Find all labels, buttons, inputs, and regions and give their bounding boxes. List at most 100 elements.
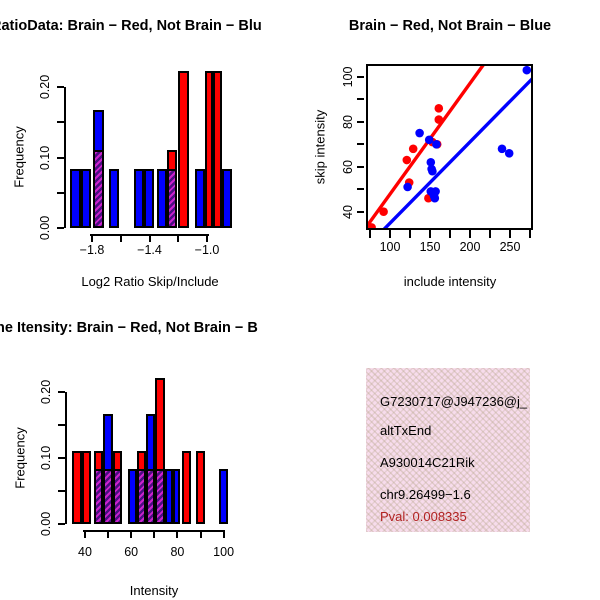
- hist-ratio-xlabel: Log2 Ratio Skip/Include: [81, 274, 219, 289]
- hist_intensity-x-tick: [176, 530, 179, 538]
- hist_ratio-x-tick: [148, 234, 151, 242]
- scatter-point-red: [379, 207, 388, 216]
- hist_ratio-x-tick: [119, 234, 122, 242]
- hist_ratio-y-tick-label: 0.00: [38, 215, 52, 241]
- hist_ratio-bar-blue: [143, 169, 154, 228]
- hist_ratio-y-axis: [64, 87, 66, 228]
- panel-hist-ratio: RatioData: Brain − Red, Not Brain − Blu …: [0, 0, 300, 300]
- scatter-y-tick-label: 60: [341, 159, 355, 174]
- hist_intensity-bar-blue: [218, 469, 229, 524]
- scatter-y-tick: [357, 143, 364, 146]
- hist-ratio-title: RatioData: Brain − Red, Not Brain − Blu: [0, 18, 262, 34]
- scatter-point-blue: [428, 166, 437, 176]
- scatter-x-tick: [409, 230, 411, 238]
- scatter-fit-line-red: [366, 64, 485, 229]
- hist_intensity-y-tick: [58, 490, 65, 493]
- hist-intensity-title: ne Itensity: Brain − Red, Not Brain − B: [0, 320, 258, 336]
- hist_ratio-y-tick: [57, 227, 64, 229]
- hist_ratio-bar-blue: [157, 169, 168, 228]
- hist_intensity-x-tick: [153, 530, 156, 538]
- scatter-point-blue: [426, 157, 436, 167]
- scatter-y-tick-label: 80: [341, 114, 355, 129]
- hist_intensity-y-tick-label: 0.20: [39, 380, 53, 405]
- scatter-point-red: [402, 155, 412, 165]
- hist_ratio-bar-overlap-hatch: [93, 149, 104, 228]
- scatter-y-tick: [357, 120, 364, 123]
- hist_intensity-bar-blue: [172, 469, 181, 524]
- scatter-ylabel: skip intensity: [312, 109, 328, 185]
- hist_intensity-x-tick-label: 40: [78, 545, 92, 559]
- hist_intensity-x-tick-label: 80: [170, 545, 185, 559]
- hist_ratio-x-tick: [91, 234, 93, 242]
- hist_ratio-y-tick-label: 0.20: [38, 74, 52, 100]
- hist_intensity-bar-blue: [127, 469, 137, 524]
- hist_ratio-x-tick-label: −1.8: [79, 243, 105, 257]
- scatter-point-red: [408, 144, 418, 154]
- scatter-point-blue: [403, 182, 412, 192]
- hist_intensity-y-tick: [58, 523, 65, 525]
- hist_intensity-x-tick: [84, 530, 86, 538]
- scatter-point-blue: [432, 139, 441, 149]
- scatter-point-blue: [522, 65, 532, 75]
- hist_ratio-bar-overlap-hatch: [167, 169, 178, 228]
- hist_intensity-x-tick: [107, 530, 110, 538]
- hist_ratio-bar-blue: [194, 169, 205, 228]
- hist_intensity-bar-overlap-hatch: [112, 469, 122, 524]
- hist_intensity-bar-blue: [164, 469, 173, 524]
- scatter-x-tick: [509, 230, 511, 238]
- hist-ratio-ylabel: Frequency: [11, 126, 27, 188]
- hist_intensity-x-tick: [199, 530, 202, 538]
- info-line-text: G7230717@J947236@j_: [380, 394, 528, 409]
- hist_intensity-x-tick-label: 100: [213, 545, 235, 559]
- hist_intensity-bar-red: [182, 450, 192, 524]
- hist-intensity-xlabel: Intensity: [129, 583, 179, 598]
- hist_intensity-y-tick-label: 0.10: [39, 446, 53, 471]
- hist_ratio-bar-blue: [80, 169, 91, 228]
- info-line-text: chr9.26499−1.6: [380, 487, 471, 502]
- hist_ratio-y-tick: [57, 86, 64, 88]
- hist_intensity-y-tick: [58, 457, 65, 460]
- scatter-y-tick: [357, 165, 364, 168]
- scatter-x-tick: [369, 230, 371, 238]
- scatter-y-tick: [357, 188, 364, 191]
- scatter-point-red: [434, 104, 444, 113]
- scatter-y-tick-label: 100: [341, 66, 355, 88]
- scatter-plot-area: [366, 64, 533, 230]
- hist_intensity-bar-overlap-hatch: [155, 469, 165, 524]
- hist_intensity-bar-overlap-hatch: [94, 469, 104, 524]
- hist_intensity-y-tick: [58, 391, 65, 394]
- scatter-y-tick: [357, 210, 364, 213]
- scatter-point-blue: [415, 128, 424, 138]
- hist_intensity-bar-red: [195, 450, 206, 524]
- hist_ratio-bar-blue: [133, 169, 144, 228]
- scatter-fit-line-blue: [382, 76, 533, 230]
- scatter-x-tick: [429, 230, 431, 238]
- scatter-x-tick: [489, 230, 491, 238]
- hist_intensity-y-tick-label: 0.00: [39, 511, 53, 537]
- scatter-xlabel: include intensity: [403, 274, 497, 289]
- scatter-point-blue: [504, 148, 514, 158]
- scatter-y-tick-label: 40: [341, 204, 355, 219]
- hist_ratio-y-tick: [57, 156, 64, 159]
- hist_ratio-y-tick: [57, 121, 64, 124]
- hist_ratio-x-tick: [206, 234, 208, 242]
- hist_intensity-x-tick-label: 60: [124, 545, 139, 559]
- info-line-text: A930014C21Rik: [380, 455, 475, 470]
- hist_intensity-bar-red: [72, 450, 82, 524]
- scatter-x-tick: [449, 230, 451, 238]
- hist_ratio-bar-red: [204, 71, 214, 228]
- hist_ratio-bar-blue: [70, 169, 81, 228]
- scatter-x-tick: [389, 230, 391, 238]
- hist_intensity-x-tick: [222, 530, 225, 538]
- scatter-x-tick-label: 250: [499, 240, 521, 254]
- scatter-plot-box: [366, 64, 533, 230]
- scatter-point-blue: [430, 193, 440, 203]
- hist_intensity-y-axis: [65, 391, 67, 524]
- panel-scatter: Brain − Red, Not Brain − Blue skip inten…: [300, 0, 600, 300]
- hist_intensity-bar-overlap-hatch: [136, 469, 147, 524]
- hist_ratio-x-tick: [177, 234, 180, 242]
- scatter-x-tick-label: 200: [459, 240, 481, 254]
- scatter-point-blue: [497, 144, 507, 154]
- hist_ratio-x-tick-label: −1.4: [137, 243, 162, 257]
